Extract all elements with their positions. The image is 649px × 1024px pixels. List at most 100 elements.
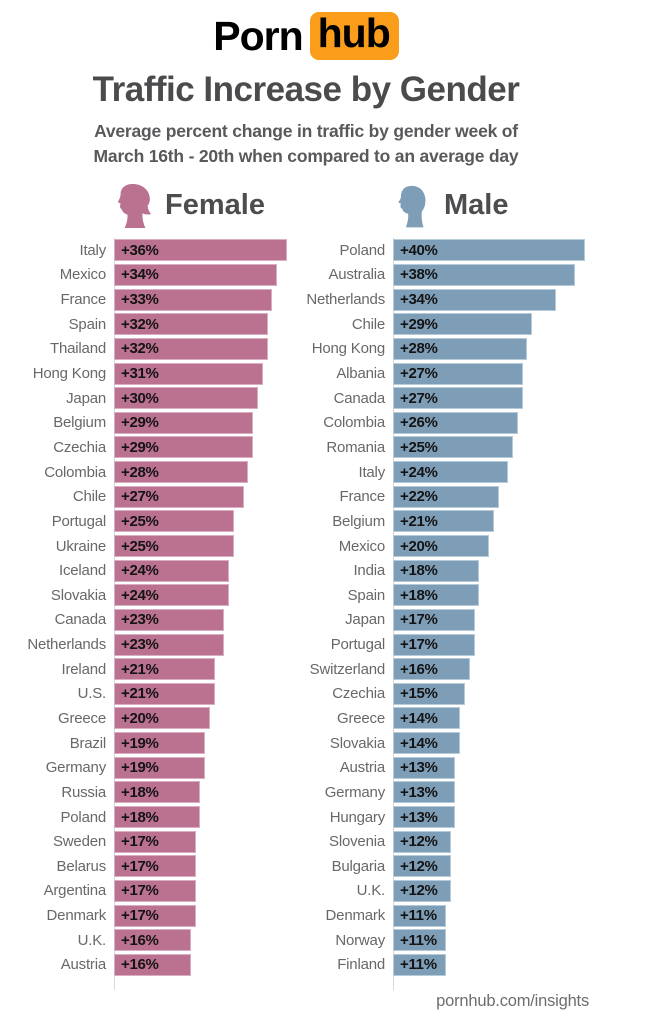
male-bar: +14% (393, 707, 461, 730)
female-bar: +23% (114, 633, 225, 656)
country-label: Austria (339, 759, 385, 777)
value-label: +25% (121, 512, 159, 530)
male-bar: +17% (393, 633, 475, 656)
value-label: +27% (121, 488, 159, 506)
bar-row: Italy +36% (0, 238, 287, 263)
value-label: +40% (400, 241, 438, 259)
female-bar: +23% (114, 608, 225, 631)
bar-row: Japan +30% (0, 386, 287, 411)
female-bar: +17% (114, 879, 196, 902)
male-bar: +13% (393, 781, 456, 804)
country-label: Albania (336, 365, 385, 383)
country-label: Poland (60, 808, 106, 826)
value-label: +29% (121, 438, 159, 456)
subtitle-line-1: Average percent change in traffic by gen… (94, 121, 518, 141)
bar-row: Canada +27% (279, 386, 585, 411)
logo-text-porn: Porn (213, 12, 303, 59)
bar-row: Mexico +20% (279, 534, 585, 559)
female-bar-column: Italy +36% Mexico +34% France +33% Spain +32% Th… (0, 238, 287, 990)
value-label: +27% (400, 365, 438, 383)
value-label: +25% (400, 438, 438, 456)
female-bar: +20% (114, 707, 210, 730)
female-bar: +24% (114, 584, 230, 607)
country-label: Portugal (51, 512, 106, 530)
value-label: +34% (400, 291, 438, 309)
logo-hub-badge: hub (309, 12, 399, 60)
female-bar: +18% (114, 781, 201, 804)
country-label: Japan (345, 611, 385, 629)
female-head-icon (118, 183, 151, 228)
country-label: Italy (79, 241, 106, 259)
bar-row: Portugal +25% (0, 509, 287, 534)
value-label: +27% (400, 389, 438, 407)
female-bar: +32% (114, 313, 268, 336)
female-bar: +36% (114, 239, 287, 262)
male-bar: +16% (393, 658, 470, 681)
bar-row: Austria +13% (279, 755, 585, 780)
country-label: Ireland (61, 660, 107, 678)
value-label: +17% (121, 907, 159, 925)
value-label: +32% (121, 315, 159, 333)
value-label: +24% (400, 463, 438, 481)
female-bar: +19% (114, 732, 206, 755)
bar-row: Colombia +28% (0, 460, 287, 485)
value-label: +36% (121, 241, 159, 259)
female-bar: +29% (114, 411, 254, 434)
bar-row: U.S. +21% (0, 682, 287, 707)
country-label: Czechia (53, 438, 106, 456)
male-bar-column: Poland +40% Australia +38% Netherlands +34% Ch… (279, 238, 585, 990)
country-label: Italy (358, 463, 385, 481)
country-label: Argentina (43, 882, 107, 900)
value-label: +24% (121, 562, 159, 580)
female-bar: +17% (114, 830, 196, 853)
bar-row: Czechia +15% (279, 682, 585, 707)
bar-row: Switzerland +16% (279, 657, 585, 682)
bar-row: Hong Kong +28% (279, 337, 585, 362)
male-bar: +28% (393, 337, 528, 360)
male-column-title: Male (444, 189, 509, 221)
value-label: +17% (400, 636, 438, 654)
bar-row: Mexico +34% (0, 263, 287, 288)
bar-row: France +22% (279, 484, 585, 509)
bar-row: Russia +18% (0, 780, 287, 805)
country-label: Denmark (46, 907, 107, 925)
country-label: Czechia (332, 685, 385, 703)
male-bar: +20% (393, 535, 489, 557)
country-label: Russia (61, 783, 106, 801)
value-label: +38% (400, 266, 438, 284)
country-label: Japan (66, 389, 106, 407)
value-label: +17% (400, 611, 438, 629)
male-bar: +11% (393, 904, 446, 927)
female-bar: +27% (114, 485, 244, 508)
country-label: Spain (347, 586, 386, 604)
country-label: Austria (60, 956, 106, 974)
country-label: Canada (333, 389, 386, 407)
country-label: France (339, 488, 386, 506)
bar-row: Austria +16% (0, 953, 287, 978)
bar-row: Netherlands +23% (0, 632, 287, 657)
country-label: Hungary (329, 808, 385, 826)
country-label: Mexico (338, 537, 386, 555)
bar-row: Belgium +21% (279, 509, 585, 534)
female-bar: +34% (114, 263, 278, 286)
bar-row: Brazil +19% (0, 731, 287, 756)
male-bar: +24% (393, 461, 509, 484)
footer-url: pornhub.com/insights (436, 992, 589, 1010)
female-bar: +32% (114, 337, 268, 360)
value-label: +28% (121, 463, 159, 481)
country-label: Norway (335, 931, 385, 949)
bar-row: Spain +32% (0, 312, 287, 337)
male-bar: +15% (393, 682, 465, 705)
male-bar: +34% (393, 288, 557, 311)
country-label: Canada (54, 611, 107, 629)
bar-row: Sweden +17% (0, 829, 287, 854)
value-label: +26% (400, 414, 438, 432)
country-label: U.S. (77, 685, 107, 703)
value-label: +21% (400, 512, 438, 530)
country-label: Chile (72, 488, 106, 506)
value-label: +34% (121, 266, 159, 284)
female-bar: +17% (114, 904, 196, 927)
bar-row: Slovakia +24% (0, 583, 287, 608)
value-label: +24% (121, 586, 159, 604)
